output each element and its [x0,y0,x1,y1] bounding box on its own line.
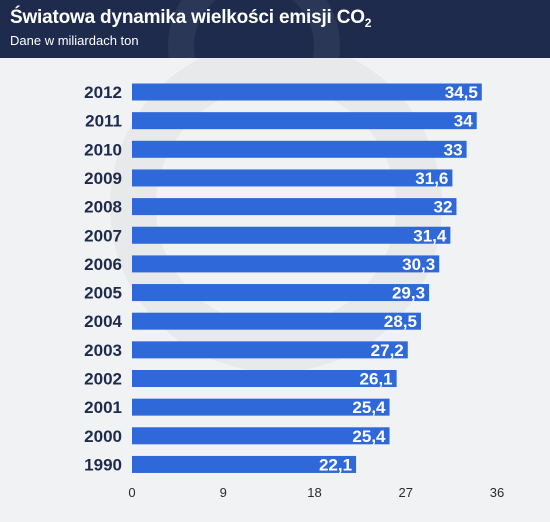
bar-2000 [132,427,390,445]
value-label-2008: 32 [434,198,453,217]
chart-title: Światowa dynamika wielkości emisji CO2 [10,7,372,30]
x-tick-label-0: 0 [128,485,135,500]
value-label-2010: 33 [444,140,463,159]
category-label-1990: 1990 [84,455,122,474]
bar-2003 [132,341,408,359]
value-label-2009: 31,6 [415,169,448,188]
bar-2007 [132,226,451,244]
x-axis: 0 9 18 27 36 [128,485,504,500]
category-label-2005: 2005 [84,284,122,303]
value-label-2011: 34 [454,112,473,131]
value-label-2007: 31,4 [413,226,447,245]
chart-subtitle: Dane w miliardach ton [10,33,139,48]
value-label-2006: 30,3 [402,255,435,274]
x-tick-label-27: 27 [399,485,413,500]
category-label-2012: 2012 [84,83,122,102]
value-label-2005: 29,3 [392,284,425,303]
x-tick-label-36: 36 [490,485,504,500]
value-label-2000: 25,4 [352,427,386,446]
category-label-2003: 2003 [84,341,122,360]
bar-2001 [132,398,390,416]
category-label-2000: 2000 [84,427,122,446]
category-label-2010: 2010 [84,140,122,159]
chart-title-main: Światowa dynamika wielkości emisji CO [10,7,365,28]
value-label-2001: 25,4 [352,398,386,417]
bar-1990 [132,455,357,473]
category-label-2006: 2006 [84,255,122,274]
bar-2011 [132,112,477,130]
bar-2008 [132,198,457,216]
bar-2004 [132,312,421,330]
x-tick-label-9: 9 [220,485,227,500]
bar-2010 [132,140,467,158]
category-label-2001: 2001 [84,398,122,417]
bars-layer: 2012 34,5 2011 34 2010 33 2009 31,6 2008 32 2007 31… [84,83,482,474]
chart-title-subscript: 2 [364,16,372,30]
category-label-2008: 2008 [84,198,122,217]
value-label-2012: 34,5 [445,83,478,102]
value-label-2002: 26,1 [360,370,393,389]
value-label-2003: 27,2 [371,341,404,360]
category-label-2004: 2004 [84,312,122,331]
bar-2002 [132,370,397,387]
category-label-2009: 2009 [84,169,122,188]
value-label-1990: 22,1 [319,455,352,474]
bar-2009 [132,169,453,187]
bar-2012 [132,83,482,101]
value-label-2004: 28,5 [384,312,417,331]
category-label-2007: 2007 [84,226,122,245]
x-tick-label-18: 18 [307,485,321,500]
bar-2006 [132,255,440,273]
category-label-2011: 2011 [85,112,122,131]
bar-2005 [132,284,430,302]
category-label-2002: 2002 [84,370,122,389]
chart-header: Światowa dynamika wielkości emisji CO2 D… [0,0,550,58]
